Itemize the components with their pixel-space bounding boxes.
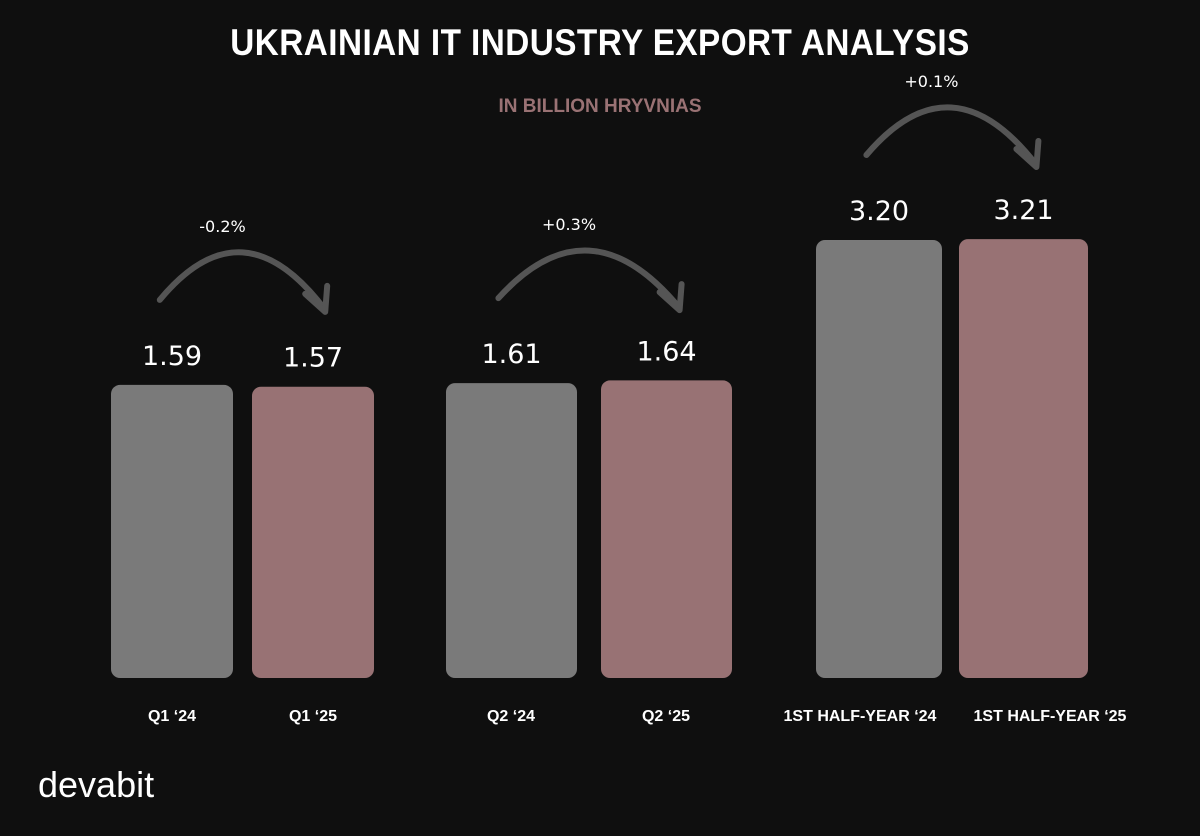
bar	[252, 386, 374, 678]
bar	[816, 240, 942, 678]
change-label: +0.1%	[904, 72, 958, 91]
change-label: +0.3%	[542, 215, 596, 234]
bar	[111, 384, 233, 678]
chart-subtitle: IN BILLION HRYVNIAS	[498, 96, 702, 117]
arrow-head-icon	[1013, 138, 1042, 170]
value-label: 1.57	[283, 343, 343, 374]
arrow-head-icon	[656, 281, 685, 314]
value-label: 1.59	[142, 341, 202, 372]
change-arrow	[495, 247, 683, 312]
change-label: -0.2%	[199, 217, 245, 236]
bar	[446, 383, 577, 678]
category-label: Q1 ‘25	[289, 708, 337, 725]
value-label: 3.20	[849, 196, 909, 227]
value-label: 3.21	[993, 195, 1053, 226]
category-label: Q1 ‘24	[148, 708, 196, 725]
category-label: 1ST HALF-YEAR ‘25	[974, 708, 1127, 725]
category-label: Q2 ‘24	[487, 708, 535, 725]
chart-title: UKRAINIAN IT INDUSTRY EXPORT ANALYSIS	[230, 22, 970, 63]
bar	[601, 380, 732, 678]
bar	[959, 239, 1088, 678]
category-label: Q2 ‘25	[642, 708, 690, 725]
value-label: 1.64	[636, 336, 696, 367]
change-arrow	[156, 249, 329, 313]
arrow-head-icon	[302, 282, 331, 315]
category-label: 1ST HALF-YEAR ‘24	[784, 708, 937, 725]
change-arrow	[863, 104, 1040, 168]
value-label: 1.61	[481, 339, 541, 370]
devabit-logo: devabit	[38, 764, 155, 805]
